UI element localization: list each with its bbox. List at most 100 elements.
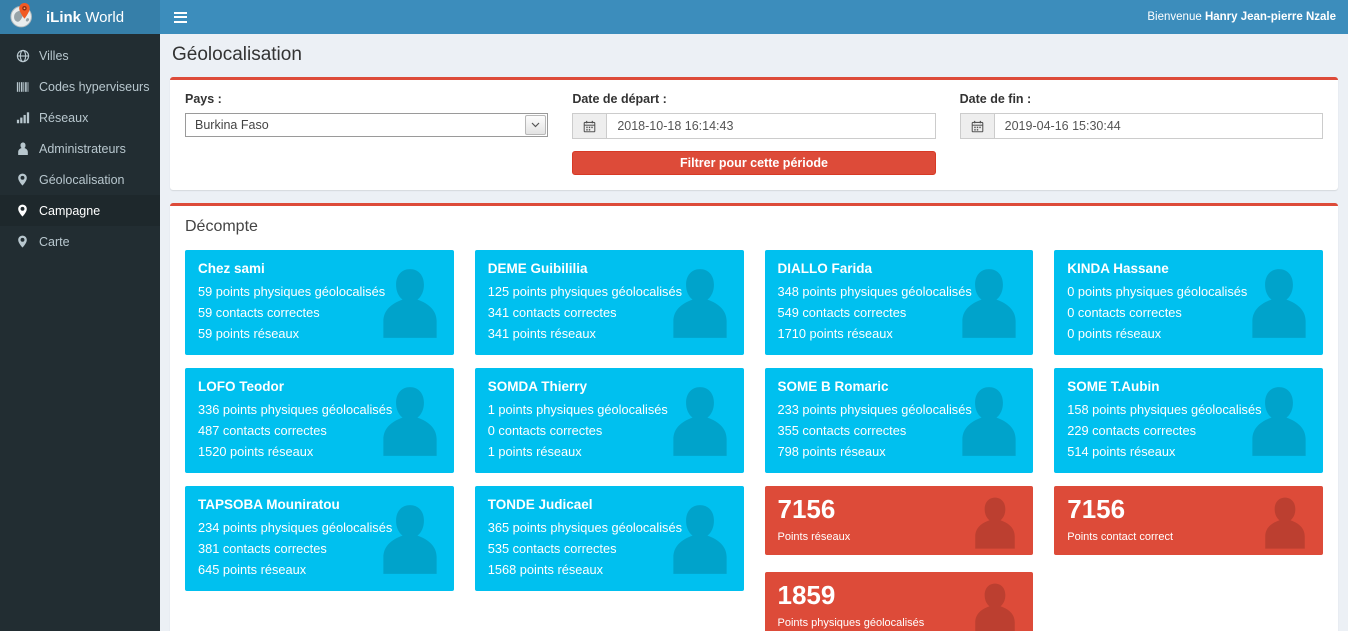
- welcome-message: Bienvenue Hanry Jean-pierre Nzale: [1147, 11, 1348, 23]
- sidebar-item-campagne[interactable]: Campagne: [0, 195, 160, 226]
- agent-name: KINDA Hassane: [1067, 261, 1169, 276]
- agent-stat: 348 points physiques géolocalisés: [777, 284, 972, 299]
- agent-name: SOME B Romaric: [777, 379, 889, 394]
- sidebar-toggle-button[interactable]: [160, 0, 200, 34]
- agent-name: DEME Guibililia: [487, 261, 588, 276]
- agent-name: SOMDA Thierry: [487, 379, 588, 394]
- agent-name: TAPSOBA Mouniratou: [198, 497, 340, 512]
- main-content: Géolocalisation Pays : Burkina Faso Date…: [160, 34, 1348, 631]
- person-icon: [669, 500, 731, 576]
- sidebar-item-label: Codes hyperviseurs: [39, 79, 150, 94]
- sidebar-item-label: Géolocalisation: [39, 172, 125, 187]
- agent-stat: 535 contacts correctes: [487, 541, 617, 556]
- agent-card: KINDA Hassane 0 points physiques géoloca…: [1054, 250, 1323, 355]
- sidebar: iLink World Villes Codes hyperviseurs: [0, 0, 160, 631]
- sidebar-item-reseaux[interactable]: Réseaux: [0, 102, 160, 133]
- agent-stat: 234 points physiques géolocalisés: [198, 520, 393, 535]
- sidebar-item-geolocalisation[interactable]: Géolocalisation: [0, 164, 160, 195]
- person-icon: [1248, 382, 1310, 458]
- agent-stat: 59 points réseaux: [198, 326, 300, 341]
- person-icon: [958, 382, 1020, 458]
- sidebar-item-label: Villes: [39, 48, 69, 63]
- person-icon: [669, 264, 731, 340]
- sidebar-item-codes-hyperviseurs[interactable]: Codes hyperviseurs: [0, 71, 160, 102]
- agent-stat: 158 points physiques géolocalisés: [1067, 402, 1262, 417]
- cards-grid: Chez sami 59 points physiques géolocalis…: [185, 250, 1323, 631]
- agent-stat: 1520 points réseaux: [198, 444, 314, 459]
- agent-card: LOFO Teodor 336 points physiques géoloca…: [185, 368, 454, 473]
- agent-stat: 1568 points réseaux: [487, 562, 604, 577]
- agent-stat: 549 contacts correctes: [777, 305, 907, 320]
- brand-globe-icon: [8, 1, 36, 34]
- date-start-input[interactable]: [606, 113, 936, 139]
- brand-title: iLink World: [46, 9, 124, 26]
- counts-panel: Décompte Chez sami 59 points physiques g…: [170, 203, 1338, 631]
- agent-name: LOFO Teodor: [198, 379, 284, 394]
- date-end-input[interactable]: [993, 113, 1323, 139]
- country-label: Pays :: [185, 92, 222, 106]
- country-select-value: Burkina Faso: [195, 118, 269, 132]
- welcome-user-name: Hanry Jean-pierre Nzale: [1204, 11, 1336, 23]
- agent-card: DIALLO Farida 348 points physiques géolo…: [764, 250, 1034, 355]
- sidebar-item-villes[interactable]: Villes: [0, 40, 160, 71]
- page-title: Géolocalisation: [172, 44, 302, 65]
- date-start-label: Date de départ :: [572, 92, 667, 106]
- agent-stat: 381 contacts correctes: [198, 541, 327, 556]
- agent-stat: 365 points physiques géolocalisés: [487, 520, 682, 535]
- total-label: Points contact correct: [1067, 531, 1174, 543]
- welcome-prefix: Bienvenue: [1147, 11, 1202, 23]
- agent-stat: 514 points réseaux: [1067, 444, 1176, 459]
- person-icon: [379, 264, 441, 340]
- sidebar-item-administrateurs[interactable]: Administrateurs: [0, 133, 160, 164]
- agent-name: SOME T.Aubin: [1067, 379, 1160, 394]
- agent-stat: 487 contacts correctes: [198, 423, 327, 438]
- total-value: 7156: [777, 494, 836, 524]
- globe-icon: [15, 48, 30, 63]
- total-card: 7156 Points réseaux: [764, 486, 1034, 555]
- agent-card: SOME T.Aubin 158 points physiques géoloc…: [1054, 368, 1323, 473]
- agent-card: DEME Guibililia 125 points physiques géo…: [474, 250, 744, 355]
- agent-stat: 341 contacts correctes: [487, 305, 617, 320]
- total-card: 7156 Points contact correct: [1054, 486, 1323, 555]
- agent-card: TAPSOBA Mouniratou 234 points physiques …: [185, 486, 454, 591]
- total-value: 7156: [1067, 494, 1126, 524]
- person-icon: [669, 382, 731, 458]
- agent-stat: 798 points réseaux: [777, 444, 886, 459]
- agent-stat: 0 contacts correctes: [487, 423, 603, 438]
- person-icon: [1248, 264, 1310, 340]
- calendar-icon: [959, 113, 994, 139]
- sidebar-item-carte[interactable]: Carte: [0, 226, 160, 257]
- sidebar-item-label: Administrateurs: [39, 141, 126, 156]
- map-marker-icon: [15, 172, 30, 187]
- bar-chart-icon: [15, 110, 30, 125]
- country-select[interactable]: Burkina Faso: [185, 113, 549, 137]
- brand-title-light: World: [85, 8, 125, 26]
- agent-name: Chez sami: [198, 261, 265, 276]
- cards-column-1: Chez sami 59 points physiques géolocalis…: [185, 250, 454, 591]
- agent-stat: 336 points physiques géolocalisés: [198, 402, 393, 417]
- agent-stat: 59 contacts correctes: [198, 305, 320, 320]
- agent-card: SOMDA Thierry 1 points physiques géoloca…: [474, 368, 744, 473]
- person-icon: [379, 382, 441, 458]
- barcode-icon: [15, 79, 30, 94]
- map-marker-icon: [15, 234, 30, 249]
- sidebar-item-label: Campagne: [39, 203, 101, 218]
- agent-stat: 1 points physiques géolocalisés: [487, 402, 668, 417]
- agent-card: Chez sami 59 points physiques géolocalis…: [185, 250, 454, 355]
- filter-button[interactable]: Filtrer pour cette période: [572, 151, 936, 175]
- agent-name: TONDE Judicael: [487, 497, 593, 512]
- agent-name: DIALLO Farida: [777, 261, 873, 276]
- total-value: 1859: [777, 580, 836, 610]
- country-field: Pays : Burkina Faso: [185, 92, 549, 139]
- sidebar-item-label: Carte: [39, 234, 70, 249]
- section-title: Décompte: [185, 218, 258, 235]
- chevron-down-icon: [525, 115, 547, 135]
- person-icon: [379, 500, 441, 576]
- cards-column-2: DEME Guibililia 125 points physiques géo…: [474, 250, 744, 591]
- app-logo[interactable]: iLink World: [0, 0, 160, 34]
- agent-card: TONDE Judicael 365 points physiques géol…: [474, 486, 744, 591]
- agent-stat: 355 contacts correctes: [777, 423, 907, 438]
- total-card: 1859 Points physiques géolocalisés: [764, 572, 1034, 631]
- cards-column-3: DIALLO Farida 348 points physiques géolo…: [764, 250, 1034, 631]
- agent-stat: 229 contacts correctes: [1067, 423, 1196, 438]
